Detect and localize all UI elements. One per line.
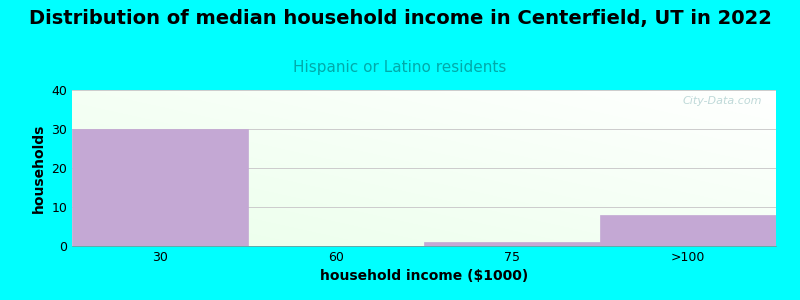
Text: Hispanic or Latino residents: Hispanic or Latino residents <box>294 60 506 75</box>
Y-axis label: households: households <box>32 123 46 213</box>
Text: Distribution of median household income in Centerfield, UT in 2022: Distribution of median household income … <box>29 9 771 28</box>
Bar <box>600 215 776 246</box>
Bar <box>72 129 248 246</box>
Bar <box>424 242 600 246</box>
X-axis label: household income ($1000): household income ($1000) <box>320 269 528 284</box>
Text: City-Data.com: City-Data.com <box>682 96 762 106</box>
